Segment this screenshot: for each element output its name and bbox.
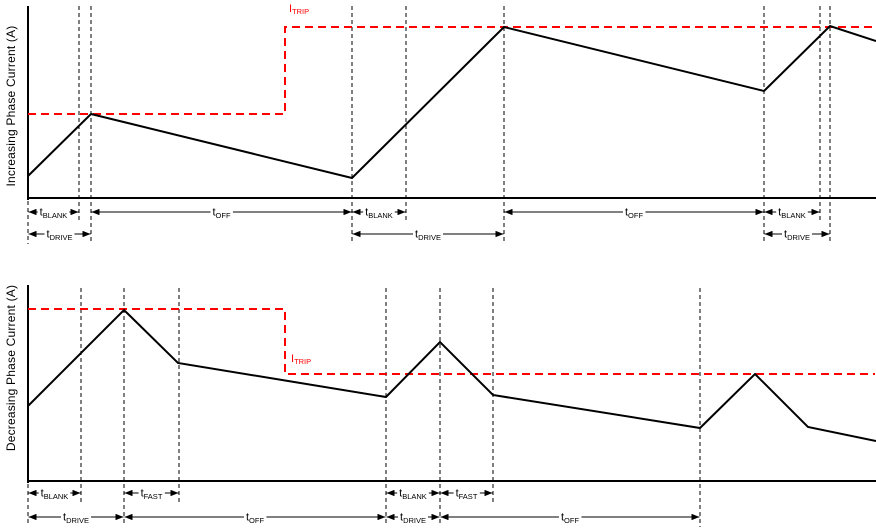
dim-label: tDRIVE [63, 512, 89, 526]
itrip-label-main: I [289, 3, 293, 15]
dim-label: tBLANK [41, 488, 69, 502]
dim-t-fast: tFAST [124, 487, 179, 502]
dim-label-backing [44, 228, 75, 240]
dim-t-off: tOFF [124, 511, 386, 526]
dim-label: tOFF [246, 512, 264, 526]
dim-label: tDRIVE [415, 229, 441, 243]
itrip-threshold-line [28, 308, 875, 375]
dim-label-backing [453, 487, 480, 499]
dim-t-drive: tDRIVE [28, 228, 91, 243]
dim-label: tDRIVE [47, 229, 73, 243]
dim-t-fast: tFAST [440, 487, 493, 502]
dim-label: tDRIVE [784, 229, 810, 243]
dim-label-backing [38, 487, 71, 499]
dim-label-backing [398, 511, 428, 523]
y-axis-label-increasing: Increasing Phase Current (A) [4, 25, 18, 187]
dim-t-drive: tDRIVE [386, 511, 440, 526]
dim-label-backing [138, 487, 165, 499]
dim-t-off: tOFF [440, 511, 700, 526]
increasing-phase-plot: tBLANK tOFF tBLANK tOFF tBLANK tDRIVE tDRIVE tD… [27, 6, 876, 244]
itrip-label-sub: TRIP [294, 357, 312, 366]
dim-label-backing [363, 206, 395, 218]
itrip-label-sub: TRIP [292, 7, 310, 16]
decreasing-phase-plot: tBLANK tFAST tBLANK tFAST tDRIVE tOFF tDRIVE tO… [27, 285, 876, 527]
dim-label: tFAST [456, 488, 478, 502]
dim-label: tDRIVE [400, 512, 426, 526]
dim-label-backing [622, 206, 646, 218]
dim-t-blank: tBLANK [28, 487, 81, 502]
dim-label-backing [37, 206, 70, 218]
itrip-label-increasing: ITRIP [289, 3, 309, 16]
dim-label: tOFF [561, 512, 579, 526]
dim-label: tBLANK [778, 207, 806, 221]
dim-label: tOFF [625, 207, 643, 221]
dim-label: tFAST [141, 488, 163, 502]
dim-t-off: tOFF [504, 206, 764, 221]
dim-label: tOFF [212, 207, 230, 221]
dim-label-backing [782, 228, 812, 240]
dim-t-drive: tDRIVE [764, 228, 830, 243]
dim-label: tBLANK [399, 488, 427, 502]
phase-current-waveform [27, 24, 876, 180]
dim-label-backing [776, 206, 808, 218]
dim-label-backing [61, 511, 91, 523]
dim-label-backing [397, 487, 429, 499]
dim-label: tBLANK [365, 207, 393, 221]
itrip-label-main: I [291, 353, 295, 365]
dim-label: tBLANK [40, 207, 68, 221]
y-axis-label-decreasing: Decreasing Phase Current (A) [4, 284, 18, 452]
dim-label-backing [243, 511, 267, 523]
itrip-threshold-line [28, 26, 875, 115]
dim-t-blank: tBLANK [764, 206, 820, 221]
itrip-label-decreasing: ITRIP [291, 353, 311, 366]
dim-label-backing [413, 228, 443, 240]
dim-label-backing [210, 206, 233, 218]
dim-t-blank: tBLANK [352, 206, 406, 221]
dim-t-off: tOFF [91, 206, 352, 221]
dim-label-backing [558, 511, 582, 523]
dim-t-drive: tDRIVE [352, 228, 504, 243]
phase-current-waveform [27, 308, 876, 442]
dim-t-blank: tBLANK [386, 487, 440, 502]
dim-t-blank: tBLANK [28, 206, 79, 221]
dim-t-drive: tDRIVE [28, 511, 124, 526]
